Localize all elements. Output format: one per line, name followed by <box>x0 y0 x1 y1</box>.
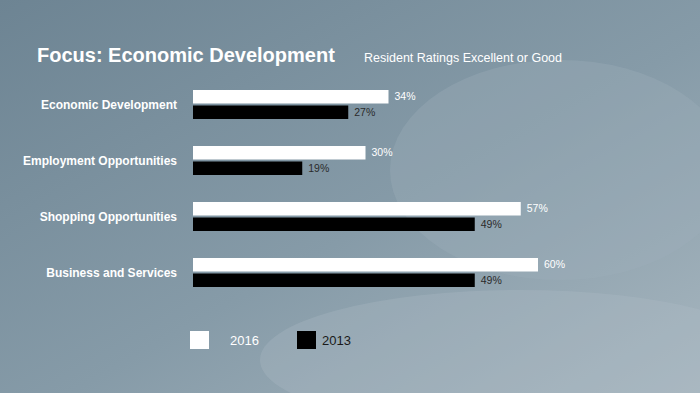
data-label: 60% <box>544 258 565 270</box>
category-label: Employment Opportunities <box>23 154 177 168</box>
data-label: 34% <box>395 90 416 102</box>
bar <box>193 258 538 272</box>
category-label: Shopping Opportunities <box>40 210 178 224</box>
legend-swatch <box>297 331 316 349</box>
legend-label: 2016 <box>230 333 259 348</box>
legend-label: 2013 <box>322 333 351 348</box>
bars <box>193 90 538 287</box>
subtitle: Resident Ratings Excellent or Good <box>364 51 562 65</box>
background-shade <box>390 60 700 280</box>
bar <box>193 218 475 232</box>
category-label: Economic Development <box>41 98 177 112</box>
data-label: 57% <box>527 202 548 214</box>
data-label: 19% <box>308 162 329 174</box>
bar <box>193 162 302 176</box>
bar <box>193 146 366 160</box>
data-label: 30% <box>372 146 393 158</box>
bar <box>193 90 389 104</box>
data-label: 49% <box>481 218 502 230</box>
legend-swatch <box>190 331 209 349</box>
bar <box>193 274 475 288</box>
labels: Economic Development 34% 27% Employment Opp… <box>23 90 565 286</box>
chart: Focus: Economic Development Resident Rati… <box>0 0 700 393</box>
title: Focus: Economic Development <box>37 44 335 66</box>
bar <box>193 106 348 120</box>
data-label: 49% <box>481 274 502 286</box>
legend: 2016 2013 <box>190 331 351 349</box>
background-shade <box>260 290 700 393</box>
data-label: 27% <box>354 106 375 118</box>
bar <box>193 202 521 216</box>
category-label: Business and Services <box>46 266 177 280</box>
